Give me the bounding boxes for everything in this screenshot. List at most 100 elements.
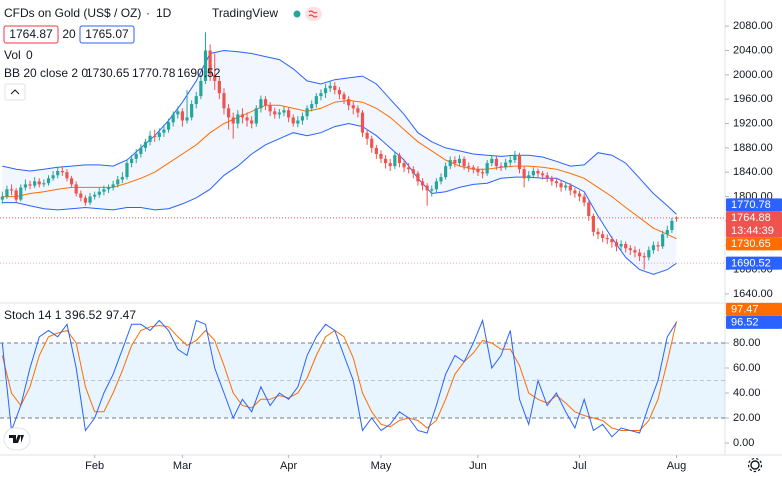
candle-body bbox=[573, 190, 577, 194]
candle-body bbox=[33, 181, 37, 186]
candle-body bbox=[130, 158, 134, 164]
collapse-button[interactable] bbox=[4, 83, 26, 101]
alert-chip[interactable] bbox=[305, 7, 322, 21]
candle-body bbox=[670, 220, 674, 231]
candle-body bbox=[157, 132, 161, 137]
candle-body bbox=[351, 105, 355, 109]
candle-body bbox=[46, 178, 51, 184]
candle-body bbox=[14, 190, 18, 200]
candle-body bbox=[550, 178, 554, 182]
candle-body bbox=[628, 248, 632, 251]
candle-body bbox=[231, 117, 235, 124]
candle-body bbox=[425, 185, 429, 191]
y-tick-label: 1880.00 bbox=[733, 142, 773, 154]
candle-body bbox=[388, 163, 392, 167]
candle-body bbox=[365, 132, 369, 139]
countdown: 13:44:39 bbox=[731, 225, 774, 237]
bb-lower: 1690.52 bbox=[177, 66, 221, 80]
candle-body bbox=[9, 189, 14, 191]
price-tag-label: 1730.65 bbox=[731, 238, 771, 250]
candle-body bbox=[416, 173, 420, 182]
candle-body bbox=[545, 175, 549, 179]
candle-body bbox=[69, 178, 74, 185]
candle-body bbox=[337, 90, 342, 95]
settings-icon[interactable] bbox=[747, 457, 763, 473]
candle-body bbox=[559, 183, 563, 188]
candle-body bbox=[83, 197, 88, 203]
candle-body bbox=[527, 175, 531, 179]
candle-body bbox=[485, 163, 489, 174]
price-tag bbox=[726, 198, 782, 212]
candle-body bbox=[536, 170, 540, 174]
candle-body bbox=[356, 108, 360, 113]
stoch-k: 96.52 bbox=[72, 308, 102, 322]
x-tick-label: Aug bbox=[667, 460, 687, 472]
candle-body bbox=[116, 179, 120, 185]
candle-body bbox=[319, 93, 323, 97]
candle-body bbox=[347, 99, 351, 106]
candle-body bbox=[402, 163, 406, 168]
candle-body bbox=[208, 50, 212, 75]
stoch-label: Stoch 14 1 3 bbox=[4, 308, 72, 322]
candle-body bbox=[88, 196, 92, 203]
candle-body bbox=[106, 187, 111, 190]
price-pane bbox=[0, 32, 725, 275]
candle-body bbox=[499, 166, 503, 168]
candle-body bbox=[360, 112, 365, 133]
candle-body bbox=[28, 184, 32, 186]
bid-box[interactable] bbox=[3, 25, 59, 44]
candle-body bbox=[397, 155, 402, 164]
candle-body bbox=[582, 196, 586, 203]
candle-body bbox=[480, 172, 485, 174]
price-tag-label: 96.52 bbox=[731, 317, 759, 329]
candle-body bbox=[51, 175, 55, 179]
candle-body bbox=[577, 193, 582, 197]
candle-body bbox=[624, 244, 628, 249]
band-line bbox=[2, 122, 677, 275]
y-tick-label: 2040.00 bbox=[733, 44, 773, 56]
candle-body bbox=[383, 158, 388, 164]
price-tag-label: 1764.88 bbox=[731, 212, 771, 224]
stoch-band bbox=[0, 343, 725, 418]
candle-body bbox=[171, 114, 175, 123]
candle-body bbox=[222, 93, 226, 109]
candle-body bbox=[407, 167, 411, 170]
candle-body bbox=[240, 114, 245, 118]
ask-box[interactable] bbox=[79, 25, 135, 44]
collapse-icon bbox=[10, 89, 20, 95]
candle-body bbox=[420, 181, 425, 186]
candle-body bbox=[282, 110, 286, 113]
candle-body bbox=[305, 108, 309, 117]
candle-body bbox=[439, 177, 443, 182]
candle-body bbox=[457, 158, 462, 164]
separator: · bbox=[146, 6, 150, 20]
band-line bbox=[2, 99, 677, 240]
candle-body bbox=[203, 50, 208, 81]
x-tick-label: Apr bbox=[280, 460, 297, 472]
y-tick-label: 2080.00 bbox=[733, 20, 773, 32]
candle-body bbox=[651, 245, 656, 251]
candle-body bbox=[522, 169, 526, 179]
ask: 1765.07 bbox=[85, 27, 129, 41]
candle-body bbox=[601, 234, 605, 238]
price-tag bbox=[726, 237, 782, 251]
candle-body bbox=[471, 167, 475, 170]
candle-body bbox=[74, 184, 78, 194]
candle-body bbox=[342, 94, 346, 100]
candle-body bbox=[508, 160, 512, 163]
candle-body bbox=[434, 181, 438, 190]
candle-body bbox=[79, 193, 83, 198]
candle-body bbox=[277, 112, 281, 115]
spread: 20 bbox=[62, 27, 76, 41]
candle-body bbox=[180, 111, 185, 121]
x-tick-label: Mar bbox=[173, 460, 192, 472]
y-tick-label: 1960.00 bbox=[733, 93, 773, 105]
alert-icon bbox=[308, 10, 318, 18]
candle-body bbox=[65, 172, 69, 179]
candle-body bbox=[656, 245, 660, 247]
price-tag bbox=[726, 302, 782, 316]
candle-body bbox=[37, 181, 41, 185]
candle-body bbox=[23, 184, 27, 188]
candle-body bbox=[596, 231, 600, 235]
candle-body bbox=[194, 96, 198, 105]
